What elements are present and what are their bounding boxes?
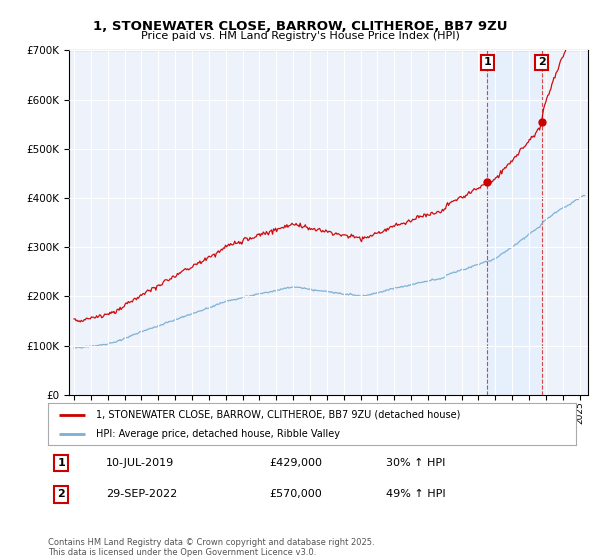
Text: Price paid vs. HM Land Registry's House Price Index (HPI): Price paid vs. HM Land Registry's House … bbox=[140, 31, 460, 41]
Text: 1: 1 bbox=[58, 458, 65, 468]
Text: £570,000: £570,000 bbox=[270, 489, 323, 500]
Text: 10-JUL-2019: 10-JUL-2019 bbox=[106, 458, 175, 468]
Text: 1, STONEWATER CLOSE, BARROW, CLITHEROE, BB7 9ZU: 1, STONEWATER CLOSE, BARROW, CLITHEROE, … bbox=[93, 20, 507, 32]
Text: 2: 2 bbox=[58, 489, 65, 500]
Text: 29-SEP-2022: 29-SEP-2022 bbox=[106, 489, 178, 500]
Text: 2: 2 bbox=[538, 57, 545, 67]
Text: Contains HM Land Registry data © Crown copyright and database right 2025.
This d: Contains HM Land Registry data © Crown c… bbox=[48, 538, 374, 557]
Text: £429,000: £429,000 bbox=[270, 458, 323, 468]
Bar bbox=[487, 50, 542, 395]
Text: 30% ↑ HPI: 30% ↑ HPI bbox=[386, 458, 445, 468]
Text: HPI: Average price, detached house, Ribble Valley: HPI: Average price, detached house, Ribb… bbox=[95, 429, 340, 439]
Text: 1, STONEWATER CLOSE, BARROW, CLITHEROE, BB7 9ZU (detached house): 1, STONEWATER CLOSE, BARROW, CLITHEROE, … bbox=[95, 409, 460, 419]
Text: 1: 1 bbox=[484, 57, 491, 67]
Text: 49% ↑ HPI: 49% ↑ HPI bbox=[386, 489, 446, 500]
